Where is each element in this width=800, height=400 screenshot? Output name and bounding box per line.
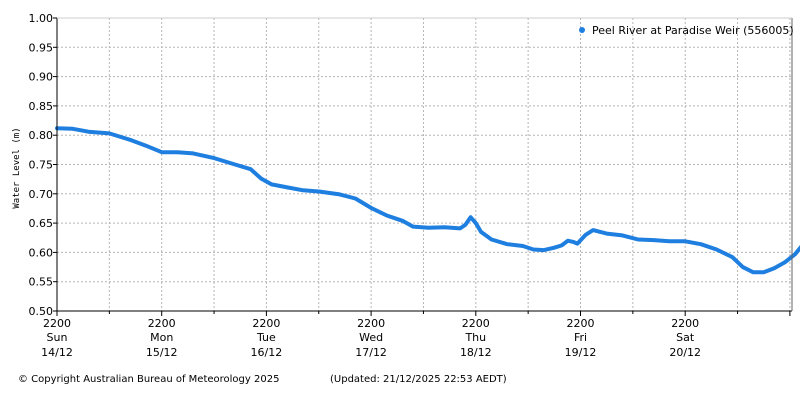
x-tick-date: 16/12 <box>251 346 283 359</box>
x-tick-time: 2200 <box>148 317 176 330</box>
x-tick-time: 2200 <box>357 317 385 330</box>
data-point <box>699 242 703 246</box>
data-point <box>353 196 357 201</box>
data-point <box>783 260 787 264</box>
data-point <box>772 266 776 270</box>
legend: Peel River at Paradise Weir (556005) <box>579 24 794 37</box>
data-point <box>505 242 509 246</box>
data-point <box>531 247 536 252</box>
y-tick-label: 0.85 <box>29 100 54 113</box>
x-tick-time: 2200 <box>462 317 490 330</box>
data-point <box>212 156 216 160</box>
x-tick-day: Thu <box>464 331 486 344</box>
data-point <box>411 225 415 229</box>
data-point <box>285 185 289 189</box>
data-point <box>400 219 405 223</box>
y-tick-label: 0.65 <box>29 217 54 230</box>
data-point <box>751 270 755 274</box>
data-point <box>667 239 672 243</box>
data-point <box>301 188 305 192</box>
data-point <box>191 151 195 155</box>
y-tick-label: 1.00 <box>29 12 54 25</box>
x-tick-day: Sun <box>47 331 68 344</box>
data-point <box>552 246 556 250</box>
data-point <box>474 221 478 225</box>
y-tick-label: 0.70 <box>29 188 54 201</box>
data-point <box>521 244 525 248</box>
x-tick-date: 18/12 <box>460 346 492 359</box>
data-point <box>442 225 446 229</box>
tick-labels: 0.50 0.55 0.60 0.65 0.70 0.75 0.80 0.85 0.90 0.95… <box>29 12 702 359</box>
x-tick-date: 20/12 <box>669 346 701 359</box>
legend-label: Peel River at Paradise Weir (556005) <box>592 24 794 37</box>
x-tick-time: 2200 <box>43 317 71 330</box>
data-point <box>469 215 473 219</box>
data-point <box>560 243 564 247</box>
data-point <box>741 265 745 269</box>
data-point <box>762 270 766 274</box>
x-tick-time: 2200 <box>671 317 699 330</box>
data-point <box>575 242 580 246</box>
y-axis-title: Water Level (m) <box>12 127 22 208</box>
y-tick-label: 0.50 <box>29 305 54 318</box>
data-point <box>317 189 321 194</box>
y-tick-label: 0.95 <box>29 41 54 54</box>
x-tick-day: Mon <box>150 331 173 344</box>
series-layer <box>55 126 800 275</box>
data-point <box>571 240 575 244</box>
x-tick-day: Sat <box>676 331 695 344</box>
data-point <box>249 167 253 171</box>
data-point <box>730 255 734 259</box>
data-point <box>233 162 237 167</box>
data-point <box>427 226 431 230</box>
updated-timestamp: (Updated: 21/12/2025 22:53 AEDT) <box>330 374 507 385</box>
data-point <box>566 239 570 243</box>
data-point <box>175 150 179 154</box>
data-point <box>385 213 389 218</box>
data-point <box>620 233 625 237</box>
y-tick-label: 0.75 <box>29 159 54 172</box>
y-tick-label: 0.90 <box>29 71 54 84</box>
data-point <box>144 144 148 148</box>
data-point <box>489 237 494 242</box>
data-point <box>683 239 687 243</box>
x-tick-day: Wed <box>359 331 383 344</box>
data-point <box>128 138 132 142</box>
x-tick-day: Tue <box>256 331 276 344</box>
x-tick-date: 15/12 <box>146 346 178 359</box>
x-tick-date: 19/12 <box>565 346 597 359</box>
axes <box>53 17 793 316</box>
data-point <box>463 223 467 227</box>
data-point <box>458 226 462 230</box>
data-point <box>591 228 595 232</box>
data-point <box>107 131 111 135</box>
y-tick-label: 0.80 <box>29 129 54 142</box>
data-point <box>369 206 373 210</box>
data-point <box>542 248 546 252</box>
gridlines <box>57 17 792 311</box>
data-point <box>479 230 483 234</box>
x-tick-time: 2200 <box>252 317 280 330</box>
data-point <box>270 182 274 186</box>
data-point <box>652 238 656 242</box>
x-tick-day: Fri <box>574 331 587 344</box>
data-point <box>86 130 90 134</box>
copyright-text: © Copyright Australian Bureau of Meteoro… <box>18 374 280 385</box>
data-point <box>636 237 640 242</box>
x-tick-time: 2200 <box>567 317 595 330</box>
data-point <box>793 252 797 256</box>
y-tick-label: 0.55 <box>29 276 54 289</box>
data-point <box>160 150 164 154</box>
data-point <box>259 177 263 181</box>
y-tick-label: 0.60 <box>29 246 54 259</box>
data-point <box>71 127 75 131</box>
x-tick-date: 14/12 <box>41 346 73 359</box>
legend-marker <box>579 27 585 33</box>
data-point <box>584 233 588 237</box>
data-point <box>605 232 609 236</box>
x-tick-date: 17/12 <box>355 346 387 359</box>
data-point <box>338 192 342 196</box>
data-point <box>715 247 719 252</box>
